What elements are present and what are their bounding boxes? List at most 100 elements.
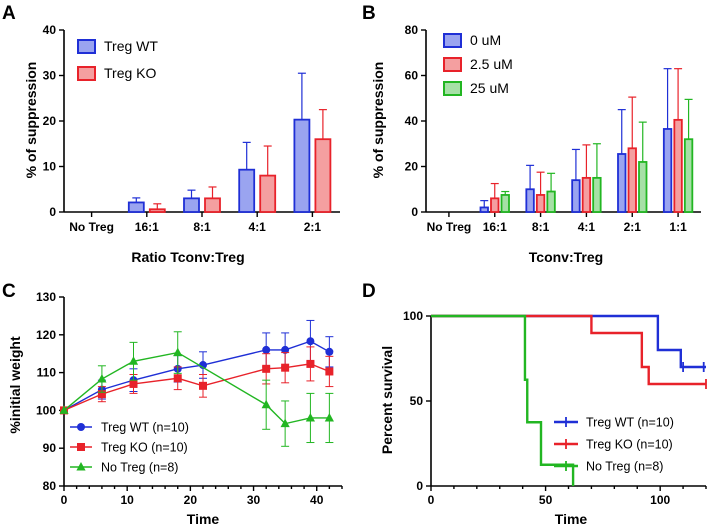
- chart-a-ytick-label: 40: [43, 23, 57, 37]
- chart-c-ytick-label: 100: [36, 403, 56, 417]
- chart-c-ytick-label: 120: [36, 328, 56, 342]
- chart-c-ylabel: %initial weight: [7, 336, 23, 434]
- chart-c-xlabel: Time: [187, 511, 220, 527]
- chart-c-point: [261, 399, 271, 409]
- chart-b-ytick-label: 0: [411, 205, 418, 219]
- chart-b-xtick-label: 16:1: [483, 220, 507, 234]
- chart-a-bar: [183, 197, 200, 213]
- chart-c-point: [281, 345, 290, 354]
- chart-d-ytick-label: 100: [403, 309, 423, 323]
- chart-c-point: [128, 356, 139, 365]
- chart-c-point: [173, 347, 183, 357]
- chart-b-bar: [490, 197, 500, 213]
- chart-c-ytick-label: 90: [43, 441, 57, 455]
- chart-d-xtick-label: 50: [539, 493, 553, 507]
- chart-c-legend-label: Treg KO (n=10): [101, 441, 188, 455]
- chart-a-legend-label: Treg WT: [104, 38, 158, 54]
- chart-b-legend-label: 0 uM: [470, 32, 501, 48]
- chart-a-bar: [314, 138, 332, 213]
- chart-d-survival-curve: [431, 314, 706, 386]
- chart-c-legend-label: Treg WT (n=10): [101, 421, 189, 435]
- chart-a-ylabel: % of suppression: [23, 62, 39, 179]
- chart-b-ytick-label: 80: [405, 23, 419, 37]
- chart-c-point: [262, 345, 271, 354]
- chart-c-point: [97, 374, 107, 383]
- chart-a-bar: [293, 118, 311, 213]
- chart-a-ytick-label: 20: [43, 114, 57, 128]
- chart-c-point: [325, 347, 334, 356]
- chart-a-xlabel: Ratio Tconv:Treg: [131, 249, 244, 265]
- chart-c-xtick-label: 40: [310, 493, 324, 507]
- chart-b-ylabel: % of suppression: [370, 62, 386, 179]
- chart-c-point: [325, 367, 334, 376]
- chart-a-bar: [127, 201, 145, 213]
- chart-a-bar: [148, 208, 166, 213]
- chart-b-xtick-label: 8:1: [532, 220, 550, 234]
- chart-c-point: [59, 405, 69, 414]
- chart-c-xtick-label: 30: [247, 493, 261, 507]
- chart-b-ytick-label: 40: [405, 114, 419, 128]
- chart-c-ytick-label: 80: [43, 479, 57, 493]
- chart-c-point: [129, 379, 138, 388]
- chart-b-ytick-label: 20: [405, 160, 419, 174]
- chart-b-bar: [525, 188, 535, 213]
- chart-c-point: [306, 337, 315, 346]
- chart-b-bar: [627, 147, 637, 213]
- chart-c-point: [280, 418, 290, 428]
- chart-c-point: [324, 412, 334, 422]
- panel-a-bar-chart: % of suppression Ratio Tconv:Treg 0 10 20 3…: [23, 23, 340, 265]
- chart-d-ytick-label: 50: [410, 394, 424, 408]
- chart-a-xtick-label: 16:1: [135, 220, 159, 234]
- chart-b-bar: [479, 206, 489, 213]
- chart-a-xtick-label: 2:1: [304, 220, 322, 234]
- chart-d-legend-label: Treg WT (n=10): [586, 416, 674, 430]
- chart-a-legend-label: Treg KO: [104, 65, 156, 81]
- chart-c-series-line: [63, 340, 330, 412]
- chart-d-ylabel: Percent survival: [379, 346, 395, 454]
- panel-label-d: D: [362, 281, 376, 302]
- chart-c-point: [97, 390, 106, 399]
- panel-label-a: A: [2, 3, 16, 24]
- chart-a-ytick-label: 0: [49, 205, 56, 219]
- chart-c-legend-marker: [77, 423, 85, 431]
- chart-c-legend-marker: [77, 443, 85, 451]
- chart-b-ytick-label: 60: [405, 69, 419, 83]
- chart-b-bar: [546, 190, 556, 213]
- chart-c-point: [173, 374, 182, 383]
- chart-c-point: [281, 363, 290, 372]
- panel-label-b: B: [362, 3, 376, 24]
- chart-c-point: [305, 412, 316, 422]
- chart-a-bar: [238, 168, 256, 213]
- chart-d-xlabel: Time: [555, 511, 588, 527]
- chart-c-ytick-label: 110: [37, 366, 57, 380]
- chart-b-bar: [662, 128, 673, 213]
- chart-b-legend-label: 2.5 uM: [470, 56, 513, 72]
- panel-c-line-chart: %initial weight Time 80 90 100 110 120 130 0 10…: [7, 290, 343, 527]
- chart-b-bar: [592, 176, 602, 213]
- chart-b-bar: [617, 153, 627, 213]
- chart-a-xtick-label: No Treg: [69, 220, 114, 234]
- chart-a-ytick-label: 30: [43, 69, 57, 83]
- chart-b-legend-swatch: [443, 33, 462, 48]
- chart-a-xtick-label: 4:1: [249, 220, 267, 234]
- chart-a-bar: [204, 197, 221, 213]
- chart-b-bar: [535, 194, 546, 213]
- chart-d-ytick-label: 0: [416, 479, 423, 493]
- chart-b-bar: [638, 161, 648, 213]
- chart-d-legend-label: Treg KO (n=10): [586, 438, 673, 452]
- chart-b-xtick-label: 1:1: [669, 220, 687, 234]
- chart-c-xtick-label: 20: [184, 493, 198, 507]
- chart-c-point: [262, 364, 271, 373]
- chart-a-legend-swatch: [77, 39, 96, 54]
- chart-c-series-line: [63, 351, 330, 425]
- chart-b-xlabel: Tconv:Treg: [529, 249, 603, 265]
- chart-b-xtick-label: No Treg: [427, 220, 472, 234]
- chart-b-xtick-label: 2:1: [624, 220, 642, 234]
- chart-b-bar: [581, 176, 592, 213]
- chart-b-legend-swatch: [443, 57, 462, 72]
- chart-c-point: [306, 359, 315, 368]
- chart-b-xtick-label: 4:1: [578, 220, 596, 234]
- chart-d-survival-curve: [431, 314, 706, 369]
- chart-c-legend-marker: [76, 462, 86, 471]
